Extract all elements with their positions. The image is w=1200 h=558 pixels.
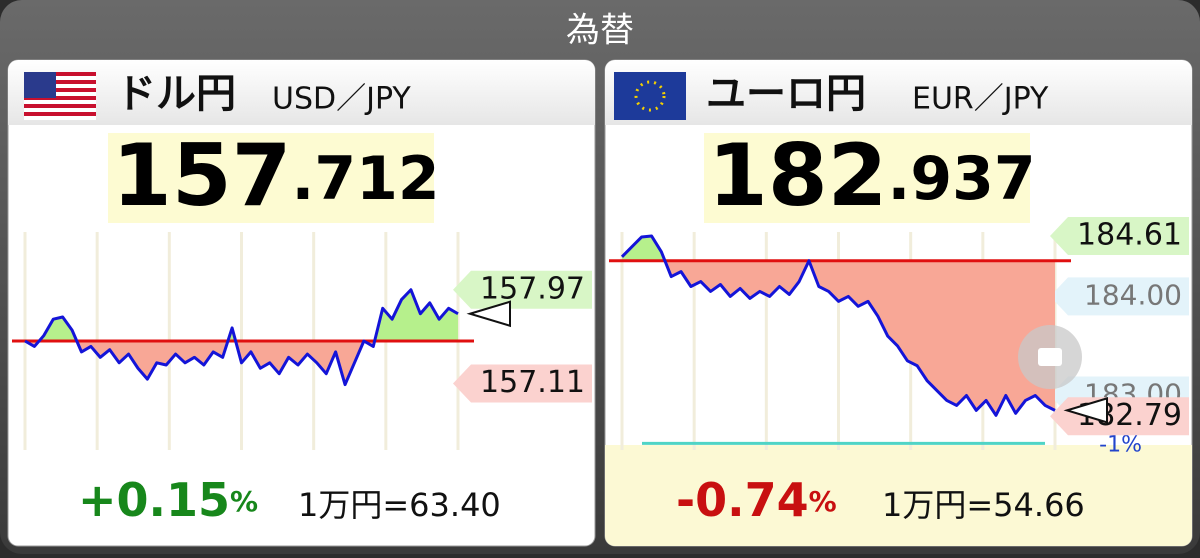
pair-code: EUR／JPY — [912, 82, 1049, 117]
header-title: 為替 — [566, 11, 634, 51]
change-unit: % — [230, 485, 258, 518]
price-line — [620, 234, 1056, 417]
price: 182.937 — [708, 126, 1036, 226]
y-tick-label: 184.00 — [1084, 278, 1182, 311]
high-pill — [1050, 216, 1189, 255]
high-label: 157.97 — [480, 271, 585, 306]
price-dec: .937 — [888, 144, 1036, 214]
area-below — [664, 260, 1055, 416]
panel-header — [605, 60, 1192, 125]
flag-us — [24, 72, 96, 120]
change-value: -0.74 — [676, 473, 809, 527]
low-label: 157.11 — [480, 365, 585, 400]
conversion: 1万円=54.66 — [882, 486, 1085, 524]
lower-limit-label: -1% — [1099, 432, 1142, 457]
current-marker — [466, 300, 511, 328]
price-line — [24, 288, 459, 387]
panel-header — [8, 60, 595, 125]
current-marker — [1063, 397, 1108, 424]
change: -0.74% — [676, 473, 837, 527]
chat-icon — [1038, 348, 1062, 366]
price: 157.712 — [112, 126, 440, 226]
change: +0.15% — [78, 473, 258, 527]
change-value: +0.15 — [78, 473, 230, 527]
pair-code: USD／JPY — [272, 82, 411, 117]
pair-name: ユーロ円 — [706, 71, 866, 117]
pair-name: ドル円 — [116, 71, 236, 117]
flag-eu — [614, 72, 686, 120]
y-tick-pill — [1050, 277, 1189, 316]
price-box — [108, 133, 434, 223]
price-box — [704, 133, 1030, 223]
low-pill — [453, 364, 592, 403]
area-above — [25, 289, 458, 341]
price-int: 157 — [112, 126, 292, 226]
price-int: 182 — [708, 126, 888, 226]
conversion: 1万円=63.40 — [298, 486, 501, 524]
high-pill — [453, 270, 592, 309]
price-dec: .712 — [292, 144, 440, 214]
panel-footer — [605, 445, 1192, 546]
high-label: 184.61 — [1077, 217, 1182, 252]
change-unit: % — [809, 485, 837, 518]
